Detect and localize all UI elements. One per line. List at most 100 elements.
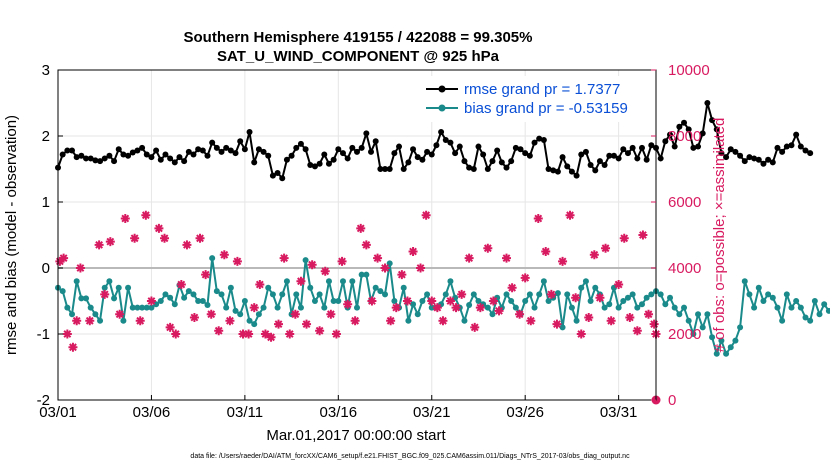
rmse-point (727, 146, 734, 153)
possible-obs-marker (165, 322, 175, 332)
possible-obs-marker (59, 253, 69, 263)
possible-obs-marker (457, 289, 467, 299)
legend-label-rmse: rmse grand pr = 1.7377 (464, 81, 620, 98)
obs-star-center (132, 236, 137, 241)
bias-point (816, 311, 823, 318)
obs-star-center (491, 298, 496, 304)
rmse-point (568, 168, 575, 175)
rmse-point (723, 154, 730, 161)
obs-star-center (252, 305, 257, 310)
obs-star-center (257, 282, 263, 287)
bias-point (162, 291, 169, 298)
possible-obs-marker (565, 210, 575, 220)
obs-star-center (608, 318, 614, 323)
possible-obs-marker (105, 237, 115, 247)
rmse-point (582, 148, 589, 155)
bias-point (709, 334, 716, 341)
rmse-point (185, 148, 192, 155)
obs-star-center (156, 226, 162, 231)
obs-star-center (108, 239, 113, 244)
chart-title-line1: Southern Hemisphere 419155 / 422088 = 99… (184, 29, 533, 46)
x-tick-label: 03/01 (39, 404, 77, 421)
obs-star-center (418, 265, 423, 271)
possible-obs-marker (386, 316, 396, 326)
obs-star-center (235, 259, 240, 264)
bias-point (643, 294, 650, 301)
x-tick-label: 03/16 (320, 404, 358, 421)
rmse-point (349, 144, 356, 151)
obs-star-center (209, 312, 214, 317)
bias-line (57, 257, 830, 355)
bias-point (620, 298, 627, 304)
possible-obs-marker (464, 253, 474, 263)
rmse-point (204, 152, 211, 159)
possible-obs-marker (361, 240, 371, 250)
bias-point (746, 291, 753, 298)
rmse-point (629, 144, 636, 151)
rmse-point (466, 164, 473, 171)
rmse-point (559, 154, 566, 161)
obs-star-center (173, 331, 178, 337)
rmse-point (64, 147, 71, 154)
bias-point (64, 304, 71, 311)
bias-point (811, 298, 818, 304)
obs-star-center (423, 213, 429, 218)
possible-obs-marker (130, 233, 140, 243)
obs-star-center (536, 216, 541, 221)
bias-point (807, 317, 814, 324)
rmse-point (508, 158, 515, 165)
rmse-point (704, 100, 711, 106)
rmse-point (788, 142, 795, 149)
obs-star-center (567, 213, 573, 218)
rmse-point (227, 147, 234, 154)
rmse-point (610, 152, 617, 159)
possible-obs-marker (546, 289, 556, 299)
rmse-point (115, 146, 122, 153)
possible-obs-marker (274, 319, 284, 329)
rmse-point (134, 147, 141, 154)
bias-point (115, 284, 122, 291)
bias-point (741, 278, 748, 285)
obs-star-center (496, 308, 502, 314)
possible-obs-marker (515, 309, 525, 319)
rmse-point (695, 143, 702, 150)
bias-point (802, 314, 809, 321)
obs-star-center (616, 282, 621, 287)
possible-obs-marker (520, 273, 530, 283)
bias-point (634, 304, 641, 311)
obs-star-center (448, 298, 453, 304)
y-right-tick-label: 10000 (668, 62, 710, 79)
possible-obs-marker (315, 326, 325, 336)
rmse-point (536, 135, 543, 142)
rmse-point (316, 160, 323, 167)
possible-obs-marker (214, 326, 224, 336)
obs-star-center (123, 216, 128, 221)
bias-point (316, 291, 323, 298)
obs-star-center (549, 292, 554, 297)
obs-star-center (304, 321, 309, 327)
obs-star-center (522, 275, 528, 281)
obs-star-center (192, 315, 197, 320)
possible-obs-marker (331, 329, 341, 339)
bias-point (181, 294, 188, 301)
obs-star-center (149, 298, 154, 304)
obs-star-center (472, 325, 477, 330)
possible-obs-marker (201, 270, 211, 280)
possible-obs-marker (649, 319, 659, 329)
bias-point (213, 288, 220, 295)
possible-obs-marker (552, 319, 562, 329)
y-right-tick-label: 8000 (668, 128, 701, 145)
bias-point (582, 278, 589, 285)
possible-obs-marker (146, 296, 156, 306)
bias-point (592, 284, 599, 291)
rmse-point (428, 151, 435, 158)
rmse-point (461, 158, 468, 165)
rmse-point (260, 148, 267, 155)
rmse-point (765, 156, 772, 163)
possible-obs-marker (595, 293, 605, 303)
obs-star-center (162, 236, 167, 241)
obs-star-center (276, 321, 281, 327)
rmse-point (573, 172, 580, 179)
obs-star-center (622, 236, 627, 241)
bias-point (685, 317, 692, 324)
